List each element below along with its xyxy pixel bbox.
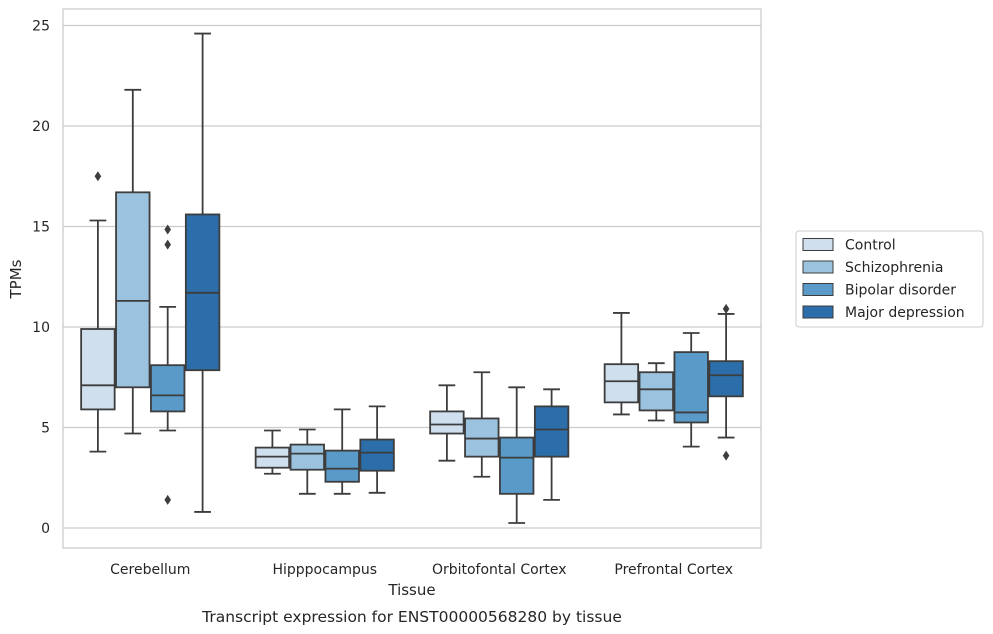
box-control bbox=[429, 384, 465, 462]
legend-swatch bbox=[802, 305, 834, 319]
legend-label: Schizophrenia bbox=[845, 260, 943, 276]
box-iqr bbox=[603, 363, 640, 404]
x-tick-labels: Cerebellum Hipppocampus Orbitofontal Corte… bbox=[110, 562, 733, 578]
outlier-point bbox=[722, 303, 730, 314]
box-iqr bbox=[533, 405, 570, 458]
box-iqr bbox=[150, 364, 186, 413]
legend-label: Bipolar disorder bbox=[845, 283, 956, 299]
plot-frame bbox=[62, 8, 762, 549]
box-major-depression bbox=[359, 405, 395, 494]
box-iqr bbox=[324, 449, 360, 483]
x-tick-label: Orbitofontal Cortex bbox=[432, 562, 567, 578]
box-bipolar-disorder bbox=[324, 408, 360, 495]
box-major-depression bbox=[708, 303, 744, 461]
box-iqr bbox=[464, 417, 500, 458]
box-control bbox=[254, 429, 291, 475]
y-tick-label: 20 bbox=[32, 119, 50, 135]
x-tick-label: Hipppocampus bbox=[272, 562, 377, 578]
box-control bbox=[603, 312, 640, 416]
legend-swatch bbox=[802, 238, 834, 251]
y-tick-label: 15 bbox=[32, 220, 50, 236]
outlier-point bbox=[164, 224, 171, 235]
box-major-depression bbox=[533, 388, 570, 501]
box-schizophrenia bbox=[115, 88, 151, 435]
legend-frame bbox=[795, 230, 984, 328]
legend: Control Schizophrenia Bipolar disorder Majo… bbox=[795, 230, 984, 328]
legend-swatch bbox=[802, 260, 834, 274]
box-bipolar-disorder bbox=[150, 224, 186, 505]
box-bipolar-disorder bbox=[499, 386, 535, 524]
box-iqr bbox=[638, 371, 674, 412]
box-series bbox=[80, 32, 744, 524]
y-tick-label: 25 bbox=[32, 19, 50, 35]
outlier-point bbox=[164, 239, 171, 250]
legend-swatch bbox=[802, 283, 834, 296]
chart-caption: Transcript expression for ENST0000056828… bbox=[201, 608, 622, 626]
box-major-depression bbox=[184, 32, 221, 513]
legend-label: Major depression bbox=[845, 305, 965, 321]
y-tick-label: 5 bbox=[41, 421, 50, 437]
box-iqr bbox=[429, 410, 465, 435]
box-control bbox=[80, 171, 116, 453]
box-schizophrenia bbox=[464, 371, 500, 478]
box-iqr bbox=[254, 446, 291, 469]
x-tick-label: Prefrontal Cortex bbox=[614, 562, 733, 578]
y-tick-labels: 0 5 10 15 20 25 bbox=[32, 19, 50, 538]
y-tick-label: 0 bbox=[41, 521, 50, 537]
outlier-point bbox=[164, 494, 171, 505]
y-axis-label: TPMs bbox=[7, 259, 25, 299]
box-iqr bbox=[708, 360, 744, 398]
box-bipolar-disorder bbox=[673, 332, 709, 448]
y-tick-label: 10 bbox=[32, 320, 50, 336]
box-schizophrenia bbox=[638, 362, 674, 422]
box-iqr bbox=[80, 328, 116, 411]
outlier-point bbox=[722, 450, 730, 461]
box-iqr bbox=[289, 443, 325, 471]
box-iqr bbox=[499, 436, 535, 495]
gridlines bbox=[63, 24, 761, 529]
x-axis-label: Tissue bbox=[387, 581, 435, 599]
box-schizophrenia bbox=[289, 428, 325, 495]
outlier-point bbox=[94, 171, 102, 182]
box-iqr bbox=[673, 351, 709, 424]
legend-label: Control bbox=[845, 238, 896, 254]
x-tick-label: Cerebellum bbox=[110, 562, 190, 578]
box-iqr bbox=[115, 191, 151, 389]
box-iqr bbox=[359, 438, 395, 472]
